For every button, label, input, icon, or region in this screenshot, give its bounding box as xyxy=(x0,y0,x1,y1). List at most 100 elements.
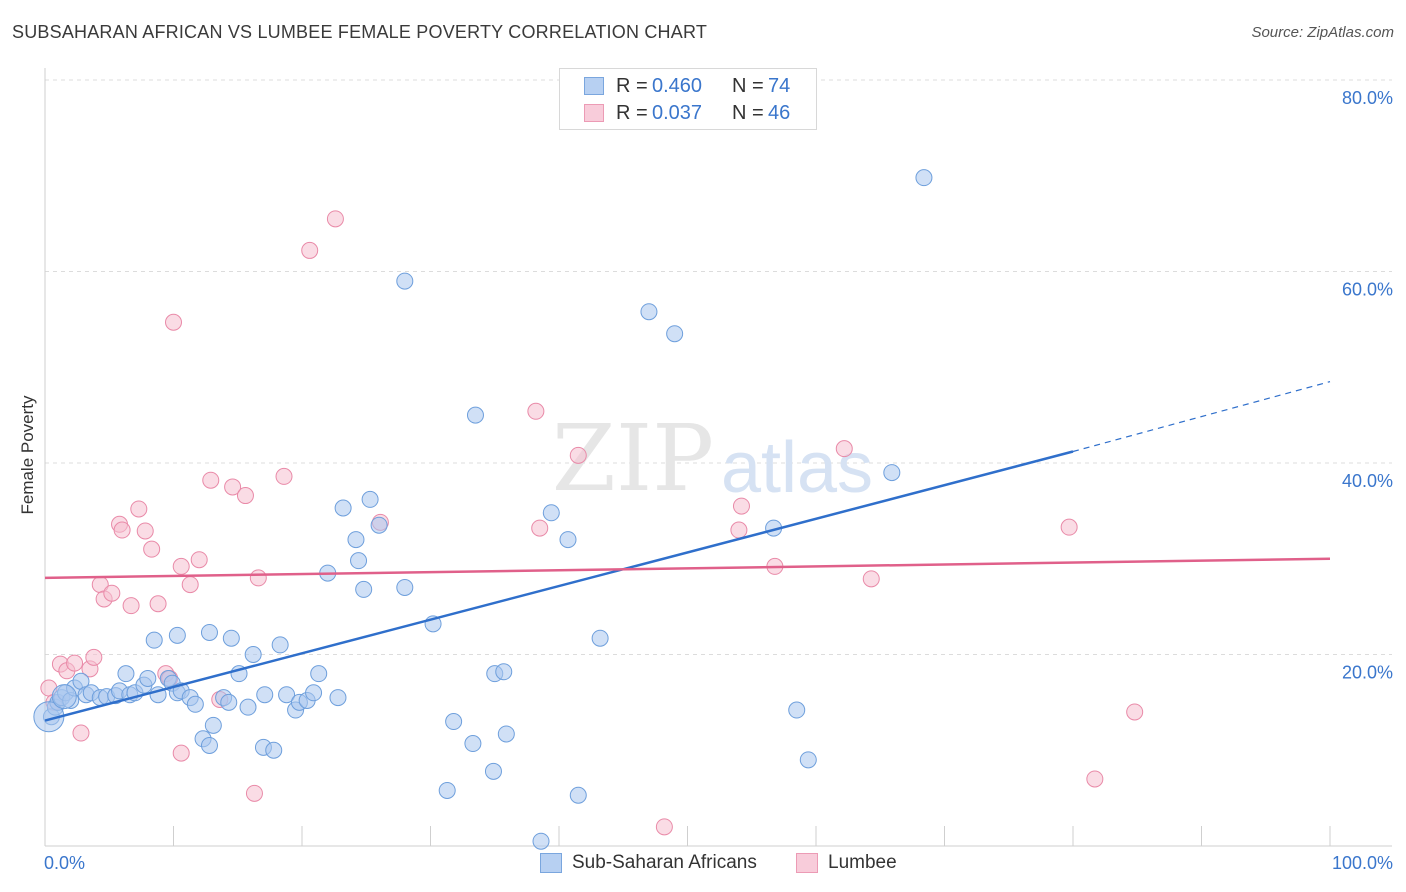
watermark-atlas: atlas xyxy=(721,428,873,508)
lumbee-point xyxy=(136,522,154,540)
subsaharan-point xyxy=(370,516,388,534)
bottom-legend-label: Sub-Saharan Africans xyxy=(572,852,757,873)
subsaharan-point xyxy=(640,303,658,321)
subsaharan-point xyxy=(186,695,204,713)
subsaharan-point xyxy=(305,684,323,702)
subsaharan-point xyxy=(200,736,218,754)
subsaharan-point xyxy=(265,741,283,759)
lumbee-point xyxy=(1086,770,1104,788)
lumbee-point xyxy=(527,402,545,420)
subsaharan-point xyxy=(222,629,240,647)
lumbee-point xyxy=(275,467,293,485)
y-tick-label: 20.0% xyxy=(1342,663,1393,683)
subsaharan-point xyxy=(484,762,502,780)
subsaharan-point xyxy=(361,490,379,508)
lumbee-point xyxy=(202,471,220,489)
subsaharan-point xyxy=(139,669,157,687)
subsaharan-point xyxy=(244,646,262,663)
lumbee-point xyxy=(249,569,267,587)
legend-r-label: R = xyxy=(616,75,648,97)
subsaharan-point xyxy=(788,701,806,719)
lumbee-point xyxy=(730,521,748,539)
subsaharan-point xyxy=(666,325,684,343)
lumbee-point xyxy=(301,241,319,259)
subsaharan-point xyxy=(559,531,577,549)
lumbee-point xyxy=(66,654,84,672)
chart-title: SUBSAHARAN AFRICAN VS LUMBEE FEMALE POVE… xyxy=(12,22,708,42)
subsaharan-point xyxy=(542,504,560,522)
subsaharan-point xyxy=(334,499,352,517)
lumbee-point xyxy=(122,597,140,615)
x-tick-label: 0.0% xyxy=(44,853,85,873)
subsaharan-point xyxy=(591,629,609,647)
subsaharan-point xyxy=(51,684,77,710)
lumbee-trend-line xyxy=(44,557,1331,580)
lumbee-point xyxy=(732,497,750,515)
subsaharan-point xyxy=(464,735,482,753)
subsaharan-point xyxy=(569,786,587,804)
lumbee-point xyxy=(655,818,673,836)
legend-swatch-pink xyxy=(584,104,604,122)
lumbee-point xyxy=(143,540,161,558)
subsaharan-point xyxy=(310,665,328,683)
lumbee-points xyxy=(40,210,1144,836)
legend-n-label: N = xyxy=(732,102,764,124)
lumbee-point xyxy=(72,724,90,742)
subsaharan-point xyxy=(271,636,289,654)
lumbee-point xyxy=(236,487,254,505)
y-tick-label: 80.0% xyxy=(1342,88,1393,108)
grid-lines xyxy=(45,79,1392,655)
lumbee-point xyxy=(224,478,242,496)
lumbee-point xyxy=(165,313,182,331)
subsaharan-point xyxy=(532,832,550,850)
watermark: ZIP atlas xyxy=(552,405,873,512)
y-tick-label: 40.0% xyxy=(1342,471,1393,491)
lumbee-point xyxy=(569,446,587,464)
lumbee-point xyxy=(149,595,167,613)
subsaharan-point xyxy=(495,663,513,681)
subsaharan-point xyxy=(117,665,135,683)
subsaharan-point xyxy=(145,631,163,649)
subsaharan-points xyxy=(33,169,933,850)
subsaharan-point xyxy=(204,716,222,734)
lumbee-point xyxy=(113,521,131,539)
subsaharan-point xyxy=(355,580,373,598)
bottom-legend-label: Lumbee xyxy=(828,852,897,873)
subsaharan-point xyxy=(497,725,515,743)
subsaharan-point xyxy=(445,713,463,731)
lumbee-point xyxy=(835,440,853,458)
bottom-legend-swatch-pink xyxy=(796,853,818,873)
subsaharan-trend-extension xyxy=(1072,381,1331,453)
legend-r-label: R = xyxy=(616,102,648,124)
subsaharan-point xyxy=(256,686,274,704)
lumbee-point xyxy=(181,576,199,594)
subsaharan-point xyxy=(168,626,186,644)
subsaharan-point xyxy=(239,698,257,716)
lumbee-point xyxy=(531,519,549,537)
subsaharan-point xyxy=(329,689,347,707)
y-tick-label: 60.0% xyxy=(1342,280,1393,300)
lumbee-point xyxy=(1060,518,1078,536)
subsaharan-point xyxy=(396,272,414,290)
lumbee-point xyxy=(172,744,190,762)
x-tick-labels: 0.0% 100.0% xyxy=(44,853,1393,873)
legend-n-value: 46 xyxy=(768,102,791,124)
subsaharan-trend-line xyxy=(44,450,1074,722)
lumbee-point xyxy=(190,551,208,569)
subsaharan-point xyxy=(799,751,817,769)
lumbee-point xyxy=(172,557,190,575)
subsaharan-point xyxy=(200,623,218,641)
axes xyxy=(44,68,1392,847)
source-label: Source: ZipAtlas.com xyxy=(1251,24,1394,41)
subsaharan-point xyxy=(350,552,368,570)
lumbee-point xyxy=(130,500,148,518)
subsaharan-point xyxy=(396,578,414,596)
lumbee-point xyxy=(103,584,121,602)
subsaharan-point xyxy=(883,464,901,482)
x-tick-label: 100.0% xyxy=(1332,853,1393,873)
lumbee-point xyxy=(85,648,103,666)
lumbee-point xyxy=(1126,703,1144,721)
lumbee-point xyxy=(326,210,344,228)
bottom-legend-swatch-blue xyxy=(540,853,562,873)
